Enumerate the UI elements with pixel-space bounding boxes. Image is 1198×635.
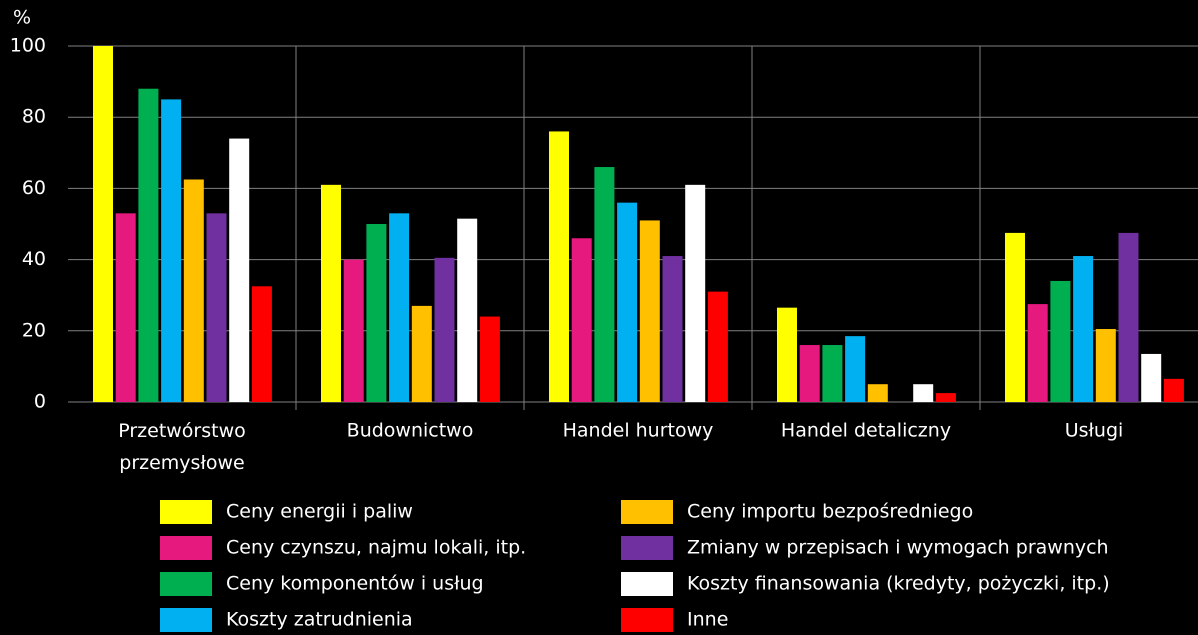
x-tick-label: Handel detaliczny (781, 420, 951, 442)
bar (1118, 232, 1139, 402)
bar (1027, 304, 1048, 402)
bar (183, 179, 204, 402)
legend-label: Inne (687, 609, 728, 631)
bar (777, 307, 797, 402)
legend-label: Zmiany w przepisach i wymogach prawnych (687, 537, 1109, 559)
x-tick-label: Handel hurtowy (563, 420, 714, 442)
bar (1095, 329, 1116, 402)
legend-label: Koszty zatrudnienia (226, 609, 413, 631)
bar (867, 384, 888, 402)
bar (617, 202, 638, 402)
bar (1141, 353, 1162, 402)
legend-label: Ceny importu bezpośredniego (687, 501, 973, 523)
x-tick-label: Przetwórstwo przemysłowe (118, 420, 246, 474)
bar (549, 131, 569, 402)
y-axis-label: % (13, 7, 31, 29)
legend-swatch (160, 500, 212, 524)
legend-swatch (160, 536, 212, 560)
bar (845, 336, 866, 402)
y-tick-label: 100 (10, 35, 46, 57)
bar (639, 220, 660, 402)
bar (343, 259, 364, 402)
bar (434, 257, 455, 402)
y-tick-label: 0 (34, 391, 46, 413)
x-tick-label: Usługi (1065, 420, 1124, 442)
bar (1163, 378, 1184, 402)
bar (115, 213, 136, 402)
bar (366, 224, 387, 402)
bar (479, 316, 500, 402)
y-tick-label: 60 (22, 177, 46, 199)
bar (707, 291, 728, 402)
bar (571, 238, 592, 402)
bar (457, 218, 478, 402)
bar (321, 184, 341, 402)
bar (594, 167, 615, 402)
bar (913, 384, 934, 402)
bar (799, 345, 820, 402)
legend-label: Ceny czynszu, najmu lokali, itp. (226, 537, 526, 559)
bar (229, 138, 250, 402)
bar (138, 88, 159, 402)
bar (1050, 280, 1071, 402)
legend-swatch (621, 500, 673, 524)
x-tick-label: Budownictwo (347, 420, 474, 442)
y-tick-label: 40 (22, 248, 46, 270)
bar (161, 99, 182, 403)
bar (662, 256, 683, 402)
bar (389, 213, 410, 402)
bar (411, 305, 432, 402)
bar (1073, 256, 1094, 402)
y-tick-label: 80 (22, 106, 46, 128)
legend-swatch (160, 572, 212, 596)
legend-swatch (160, 608, 212, 632)
bar (93, 46, 113, 402)
legend-swatch (621, 536, 673, 560)
legend-label: Ceny energii i paliw (226, 501, 413, 523)
bar (822, 345, 843, 402)
legend-swatch (621, 608, 673, 632)
legend-label: Koszty finansowania (kredyty, pożyczki, … (687, 573, 1110, 595)
legend-swatch (621, 572, 673, 596)
bar (251, 286, 272, 402)
bar (206, 213, 227, 402)
bar (685, 184, 706, 402)
bar (1005, 232, 1025, 402)
y-tick-label: 20 (22, 319, 46, 341)
bar (935, 393, 956, 402)
legend-label: Ceny komponentów i usług (226, 573, 484, 595)
